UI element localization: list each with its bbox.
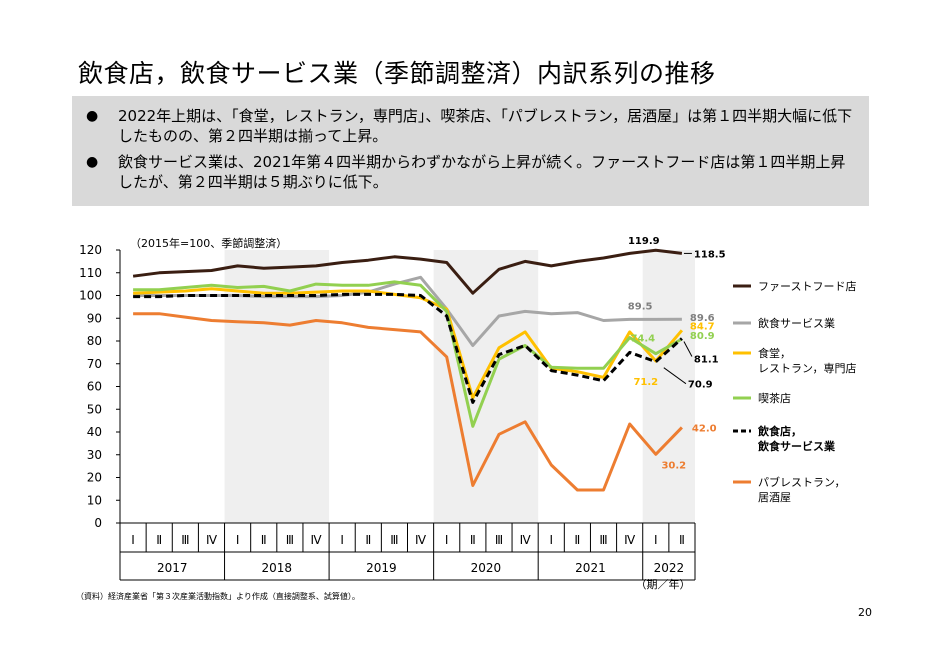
x-tick-label: Ⅱ — [261, 533, 267, 547]
x-year-label: 2022 — [654, 561, 685, 575]
legend-label: 飲食サービス業 — [758, 316, 835, 330]
data-label: 118.5 — [694, 249, 726, 260]
legend-label: 飲食サービス業 — [757, 439, 836, 453]
data-label: 74.4 — [630, 334, 655, 345]
y-tick-label: 80 — [87, 334, 102, 348]
data-label: 42.0 — [692, 423, 717, 434]
y-tick-label: 0 — [94, 516, 102, 530]
data-label: 71.2 — [633, 377, 658, 388]
x-tick-label: Ⅲ — [599, 533, 607, 547]
x-tick-label: Ⅱ — [156, 533, 162, 547]
x-tick-label: Ⅲ — [181, 533, 189, 547]
leader-line — [663, 367, 687, 385]
shaded-year-band — [642, 250, 695, 523]
series-line — [133, 287, 684, 400]
series-line — [133, 292, 683, 404]
legend-label: 喫茶店 — [758, 391, 791, 405]
series-line — [132, 248, 683, 295]
x-tick-label: Ⅰ — [549, 533, 553, 547]
source-note: （資料）経済産業省「第３次産業活動指数」より作成（直接調整系、試算値）。 — [76, 592, 360, 601]
x-tick-label: Ⅲ — [495, 533, 503, 547]
legend-label: 飲食店， — [757, 424, 802, 438]
bullet-text: 飲食サービス業は、2021年第４四半期からわずかながら上昇が続く。ファーストフー… — [118, 153, 846, 191]
y-tick-label: 100 — [79, 289, 102, 303]
series-line — [133, 275, 682, 347]
unit-note: （2015年=100、季節調整済） — [130, 236, 287, 250]
y-tick-label: 30 — [87, 448, 102, 462]
legend-label: ファーストフード店 — [758, 279, 856, 293]
data-label: 84.7 — [690, 321, 715, 332]
x-year-label: 2018 — [262, 561, 293, 575]
x-tick-label: Ⅳ — [310, 533, 321, 547]
x-tick-label: Ⅳ — [206, 533, 217, 547]
x-unit-label: （期／年） — [636, 577, 691, 591]
data-label: 80.9 — [690, 331, 715, 342]
x-tick-label: Ⅰ — [654, 533, 658, 547]
x-tick-label: Ⅱ — [679, 533, 685, 547]
y-tick-label: 70 — [87, 357, 102, 371]
data-label: 81.1 — [694, 354, 719, 365]
leader-line — [683, 341, 693, 357]
y-tick-label: 40 — [87, 425, 102, 439]
x-tick-label: Ⅱ — [470, 533, 476, 547]
x-tick-label: Ⅰ — [236, 533, 240, 547]
x-tick-label: Ⅳ — [624, 533, 635, 547]
series-line — [133, 312, 683, 492]
legend-label: レストラン，専門店 — [758, 361, 856, 375]
legend-label: パブレストラン， — [758, 475, 845, 489]
x-tick-label: Ⅱ — [365, 533, 371, 547]
data-label: 119.9 — [628, 236, 660, 247]
bullet-dot-icon: ● — [86, 154, 99, 170]
series-line — [133, 280, 683, 428]
x-tick-label: Ⅲ — [390, 533, 398, 547]
page-number: 20 — [858, 606, 872, 619]
y-tick-label: 110 — [79, 266, 102, 280]
x-year-label: 2017 — [157, 561, 188, 575]
x-tick-label: Ⅰ — [445, 533, 449, 547]
y-tick-label: 90 — [87, 311, 102, 325]
y-tick-label: 10 — [87, 493, 102, 507]
x-year-label: 2020 — [471, 561, 502, 575]
y-tick-label: 20 — [87, 471, 102, 485]
x-tick-label: Ⅰ — [340, 533, 344, 547]
x-year-label: 2021 — [575, 561, 606, 575]
shaded-year-band — [433, 250, 539, 523]
data-label: 30.2 — [661, 460, 686, 471]
legend-label: 居酒屋 — [758, 491, 791, 504]
bullet-text: 2022年上期は、「食堂，レストラン，専門店」、喫茶店、「パブレストラン，居酒屋… — [118, 107, 853, 145]
y-tick-label: 50 — [87, 402, 102, 416]
data-label: 89.5 — [628, 301, 653, 312]
page-title: 飲食店，飲食サービス業（季節調整済）内訳系列の推移 — [78, 59, 716, 88]
summary-box: ● 2022年上期は、「食堂，レストラン，専門店」、喫茶店、「パブレストラン，居… — [72, 96, 869, 206]
x-year-label: 2019 — [366, 561, 397, 575]
x-tick-label: Ⅱ — [574, 533, 580, 547]
y-tick-label: 120 — [79, 243, 102, 257]
x-tick-label: Ⅳ — [520, 533, 531, 547]
x-tick-label: Ⅳ — [415, 533, 426, 547]
bullet-dot-icon: ● — [86, 108, 99, 124]
x-tick-label: Ⅲ — [286, 533, 294, 547]
data-label: 70.9 — [688, 380, 713, 391]
data-label: 89.6 — [690, 313, 715, 324]
legend-label: 食堂， — [758, 346, 791, 360]
y-tick-label: 60 — [87, 380, 102, 394]
x-tick-label: Ⅰ — [131, 533, 135, 547]
